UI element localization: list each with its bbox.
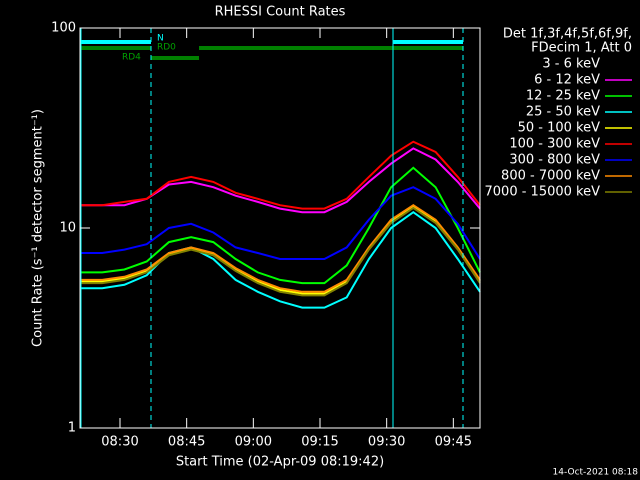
x-tick-label: 09:45: [435, 435, 472, 450]
legend-label: 800 - 7000 keV: [501, 169, 600, 184]
footer: 14-Oct-2021 08:18: [553, 468, 639, 478]
series-line: [80, 186, 481, 260]
legend-label: 3 - 6 keV: [542, 57, 600, 72]
legend-label: 25 - 50 keV: [526, 105, 600, 120]
legend-label: 7000 - 15000 keV: [485, 185, 601, 200]
x-tick-label: 09:15: [301, 435, 338, 450]
legend-label: 6 - 12 keV: [534, 73, 600, 88]
x-axis-label: Start Time (02-Apr-09 08:19:42): [176, 455, 384, 470]
x-tick-label: 09:30: [368, 435, 405, 450]
annotation: N: [157, 34, 164, 44]
legend-label: 50 - 100 keV: [518, 121, 601, 136]
legend-label: 100 - 300 keV: [509, 137, 600, 152]
series-line: [80, 140, 481, 210]
chart-title: RHESSI Count Rates: [215, 5, 346, 20]
legend-label: 12 - 25 keV: [526, 89, 600, 104]
attenuator-bars: N RD0 RD4: [80, 28, 464, 428]
legend-title: FDecim 1, Att 0: [531, 41, 632, 56]
series-line: [80, 205, 481, 295]
y-tick-label: 100: [51, 21, 76, 36]
series-line: [80, 204, 481, 293]
y-tick-label: 1: [68, 421, 76, 436]
legend-label: 300 - 800 keV: [509, 153, 600, 168]
plot-area: [80, 140, 481, 309]
x-tick-label: 08:45: [168, 435, 205, 450]
x-tick-label: 08:30: [101, 435, 138, 450]
annotation: RD0: [157, 43, 176, 53]
series-line: [80, 210, 481, 309]
x-tick-label: 09:00: [235, 435, 272, 450]
y-tick-label: 10: [59, 221, 76, 236]
annotation: RD4: [122, 53, 141, 63]
series-line: [80, 166, 481, 285]
series-line: [80, 206, 481, 297]
legend-title: Det 1f,3f,4f,5f,6f,9f,: [503, 27, 632, 42]
y-axis-label: Count Rate (s⁻¹ detector segment⁻¹): [31, 109, 46, 347]
